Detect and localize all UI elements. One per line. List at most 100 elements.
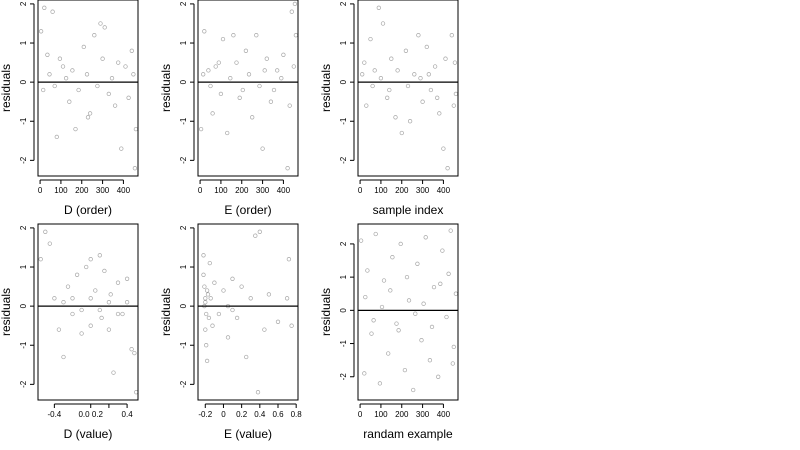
data-point — [74, 272, 80, 277]
y-tick-label: 2 — [179, 1, 188, 6]
data-point — [201, 272, 206, 277]
data-point — [198, 126, 204, 132]
data-point — [429, 324, 435, 330]
x-axis-title: randam example — [363, 427, 453, 441]
data-point — [79, 307, 84, 313]
data-point — [370, 83, 375, 89]
data-point — [70, 311, 75, 317]
data-point — [248, 296, 253, 301]
data-point — [231, 33, 236, 38]
data-point — [112, 103, 118, 108]
data-point — [212, 280, 217, 285]
data-point — [365, 268, 370, 273]
data-point — [56, 327, 62, 332]
data-point — [444, 314, 449, 320]
data-point — [61, 300, 66, 305]
data-point — [70, 68, 75, 73]
data-point — [440, 248, 445, 253]
x-tick-label: 200 — [235, 186, 249, 195]
data-point — [451, 344, 456, 350]
x-tick-label: 400 — [437, 186, 451, 195]
data-point — [108, 292, 113, 297]
data-point — [262, 68, 267, 73]
data-point — [450, 361, 455, 366]
data-point — [100, 56, 105, 61]
data-point — [240, 87, 245, 93]
data-point — [428, 87, 434, 93]
data-point — [452, 60, 458, 65]
data-point — [208, 83, 213, 89]
plot-frame — [37, 223, 139, 401]
data-point — [378, 76, 384, 81]
data-point — [412, 72, 417, 77]
data-point — [373, 231, 378, 237]
data-point — [237, 95, 242, 100]
y-tick-label: -1 — [19, 341, 28, 349]
data-point — [70, 296, 75, 301]
data-point — [381, 278, 387, 283]
data-point — [218, 91, 224, 97]
data-point — [106, 300, 112, 305]
y-tick-label: -1 — [339, 117, 348, 125]
data-point — [41, 87, 46, 93]
data-point — [84, 72, 90, 77]
data-point — [260, 146, 265, 151]
data-point — [115, 311, 121, 317]
data-point — [84, 264, 89, 270]
data-point — [88, 323, 93, 328]
y-axis-title: residuals — [319, 64, 333, 112]
data-point — [52, 296, 57, 301]
data-point — [402, 367, 408, 373]
data-point — [230, 307, 235, 313]
x-tick-label: 400 — [437, 410, 451, 419]
x-axis-title: E (order) — [224, 203, 271, 217]
x-tick-label: 100 — [374, 186, 388, 195]
data-point — [134, 390, 139, 395]
x-tick-label: 0 — [38, 186, 43, 195]
x-tick-label: 0 — [358, 410, 363, 419]
data-point — [437, 111, 442, 116]
x-tick-label: 200 — [395, 410, 409, 419]
data-point — [281, 52, 286, 57]
data-point — [396, 328, 401, 333]
y-tick-label: 2 — [179, 225, 188, 230]
data-point — [289, 9, 294, 14]
y-tick-label: 0 — [179, 79, 188, 84]
data-point — [266, 292, 272, 297]
y-tick-label: 1 — [179, 40, 188, 45]
data-point — [115, 280, 121, 285]
x-tick-label: 100 — [214, 186, 228, 195]
data-point — [203, 300, 208, 305]
data-point — [246, 72, 252, 77]
data-point — [275, 319, 281, 324]
data-point — [234, 315, 240, 321]
x-tick-label: 0.8 — [291, 410, 303, 419]
data-point — [292, 1, 298, 7]
y-tick-label: 0 — [19, 303, 28, 308]
data-point — [97, 253, 102, 258]
data-point — [403, 48, 409, 53]
data-point — [418, 76, 423, 81]
y-tick-label: -1 — [19, 117, 28, 125]
x-tick-label: -0.2 — [198, 410, 212, 419]
data-point — [124, 300, 130, 305]
data-point — [228, 76, 233, 81]
data-point — [386, 351, 391, 356]
data-point — [394, 321, 399, 326]
panel-randam-example: 0 100 200 300 400 -2 -1 0 1 2 randam example residu… — [319, 223, 459, 441]
data-point — [81, 44, 86, 50]
data-point — [60, 64, 66, 69]
data-point — [129, 347, 134, 352]
data-point — [432, 64, 438, 69]
data-point — [379, 304, 385, 310]
data-point — [286, 257, 292, 262]
data-point — [415, 261, 420, 266]
y-axis-title: residuals — [159, 288, 173, 336]
data-point — [111, 370, 116, 375]
data-point — [448, 228, 453, 233]
data-point — [129, 48, 134, 53]
data-point — [124, 276, 130, 281]
plot-frame — [197, 223, 299, 401]
y-tick-label: 2 — [339, 241, 348, 246]
